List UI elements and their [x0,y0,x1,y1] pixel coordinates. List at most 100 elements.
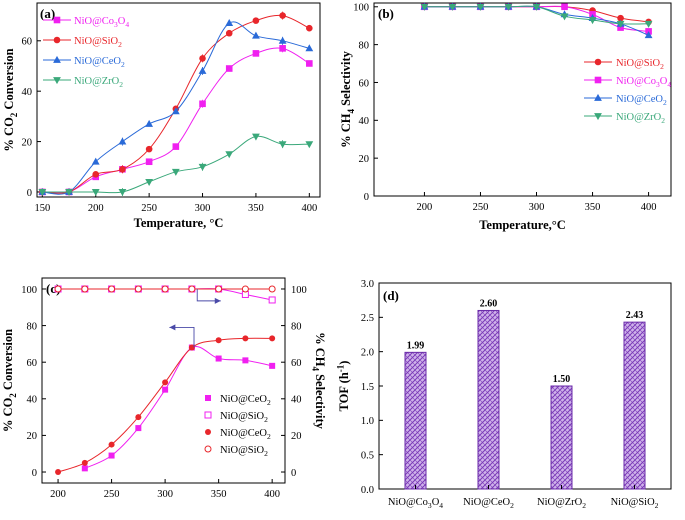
y-tick-label: 3.0 [361,279,374,290]
x-axis-label: Temperature,°C [479,218,566,232]
legend-label: NiO@ZrO2 [616,112,665,125]
data-point [306,24,313,32]
data-point [252,133,260,141]
bar [623,321,646,490]
legend-label: NiO@SiO2 [616,58,664,71]
panel-d-tof-bar-chart: 0.0 0.5 1.0 1.5 2.0 2.5 3.0 (d) TOF (h-1) 1.99 NiO… [336,279,672,510]
data-point [145,158,153,166]
data-point [161,285,169,293]
data-point [268,296,276,304]
bar-data-label: 1.99 [407,340,425,351]
legend-marker [594,93,602,101]
data-point [561,3,568,11]
data-point [65,189,73,197]
x-tick-label: 300 [529,202,545,213]
data-point [199,100,206,108]
legend-label: NiO@SiO2 [220,411,268,424]
data-point [145,119,154,127]
data-point [172,143,180,150]
data-point [305,141,314,149]
legend-marker [594,113,602,121]
y-tick-label: 100 [353,3,369,14]
y-tick-label: 20 [27,431,38,442]
x-tick-label: 300 [195,203,211,214]
y-tick-label: 40 [27,395,38,406]
x-axis-label: Temperature, °C [134,216,224,230]
data-point [118,137,127,145]
y-tick-label: 0.5 [361,450,374,461]
data-point [91,189,100,197]
x-tick-label: 350 [248,203,264,214]
data-point [242,335,249,342]
y-tick-label: 20 [359,154,370,165]
data-point [55,469,62,476]
y2-tick-label: 40 [291,395,302,406]
data-point [532,3,541,11]
legend-label: NiO@Co3O4 [74,16,129,29]
data-point [215,285,223,293]
bar-data-label: 2.43 [626,310,644,321]
data-point [188,344,195,351]
bar-data-label: 2.60 [480,298,498,309]
legend-marker [53,36,61,44]
y-tick-label: 0 [364,192,369,203]
bar [550,385,573,490]
category-label: NiO@ZrO2 [537,497,586,510]
y-axis-label: % CO2 Conversion [1,329,18,432]
data-point [252,31,260,39]
data-point [644,31,653,39]
data-point [188,285,196,293]
data-point [91,157,100,165]
y2-axis-label: % CH4 Selectivity [310,332,327,430]
x-tick-label: 200 [88,203,104,214]
legend-marker [594,76,602,84]
data-point [225,29,233,37]
panel-a-conversion-chart: 150 200 250 300 350 400 0 20 40 60 (a) Temperature,… [2,2,321,230]
data-point [588,17,597,25]
data-point [198,66,207,74]
legend-label: NiO@Co3O4 [616,76,671,89]
data-point [560,13,569,21]
plot-frame [36,2,321,198]
y-tick-label: 100 [21,285,37,296]
data-point [268,285,276,293]
y2-tick-label: 80 [291,321,302,332]
x-tick-label: 250 [104,489,120,500]
data-point [81,459,88,466]
x-tick-label: 400 [641,202,657,213]
data-point [215,337,222,344]
data-point [420,3,429,11]
legend-marker [594,58,602,66]
x-tick-label: 400 [301,203,317,214]
legend-label: NiO@CeO2 [74,56,125,69]
x-tick-label: 200 [50,489,66,500]
y-tick-label: 60 [22,37,33,48]
panel-label: (b) [378,6,394,21]
plot-frame [41,277,286,484]
data-point [162,379,169,386]
bar [477,309,500,490]
data-point [81,285,89,293]
data-point [171,107,180,115]
data-point [644,20,653,28]
category-label: NiO@CeO2 [463,497,514,510]
data-point [38,189,47,197]
x-tick-label: 200 [417,202,433,213]
x-tick-label: 250 [141,203,157,214]
data-point [145,178,154,186]
data-point [108,452,115,459]
y2-tick-label: 100 [291,285,307,296]
category-label: NiO@SiO2 [611,497,659,510]
panel-label: (a) [40,6,55,21]
y-tick-label: 40 [22,87,33,98]
legend-marker [205,395,211,401]
y2-tick-label: 20 [291,431,302,442]
data-point [162,386,169,393]
x-tick-label: 400 [264,489,280,500]
legend-marker [204,445,212,453]
y2-tick-label: 60 [291,358,302,369]
x-tick-label: 150 [34,203,50,214]
panel-c-dual-axis-chart: 200 250 300 350 400020406080100020406080100(… [1,277,327,500]
data-point [305,44,314,52]
data-point [225,151,234,159]
